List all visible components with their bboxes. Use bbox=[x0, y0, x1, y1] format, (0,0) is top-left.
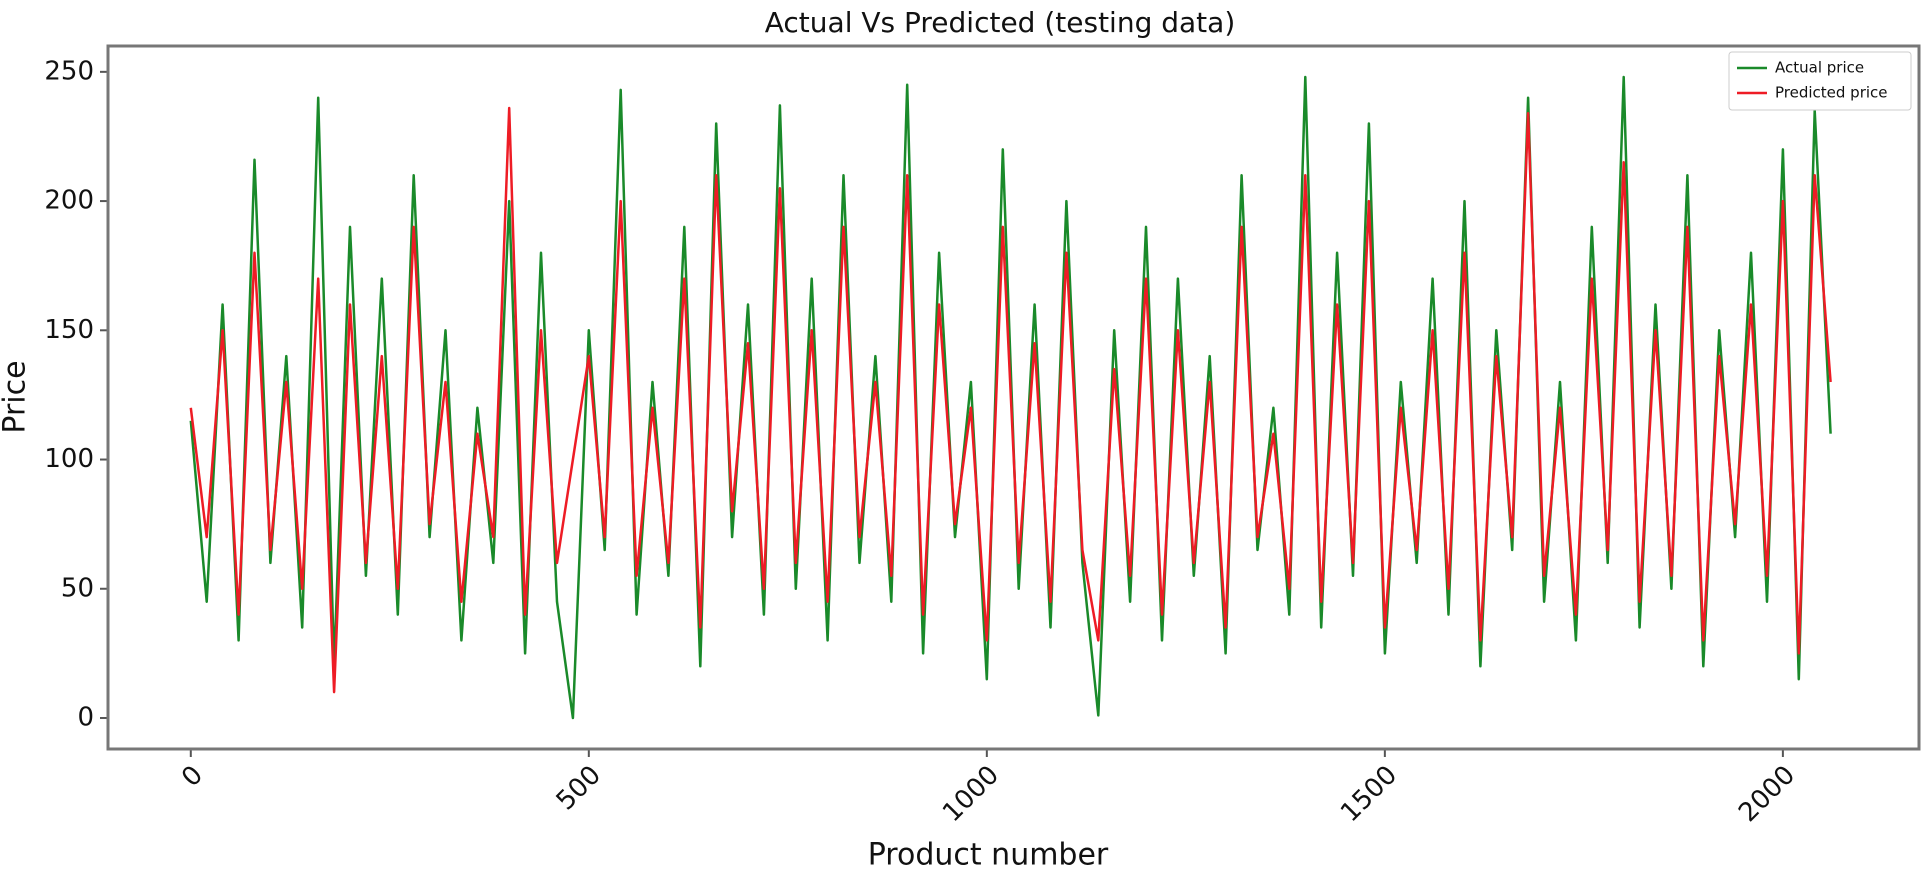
y-tick-label: 250 bbox=[44, 56, 94, 86]
y-tick-label: 200 bbox=[44, 186, 94, 216]
y-tick-label: 100 bbox=[44, 444, 94, 474]
chart-title: Actual Vs Predicted (testing data) bbox=[765, 6, 1236, 39]
x-tick-label: 0 bbox=[176, 760, 209, 793]
x-tick-label: 500 bbox=[551, 760, 607, 816]
legend-label: Predicted price bbox=[1775, 84, 1888, 102]
y-axis-label: Price bbox=[0, 360, 33, 433]
y-tick-label: 50 bbox=[61, 573, 94, 603]
series-line bbox=[189, 106, 1832, 694]
x-tick-label: 1500 bbox=[1335, 760, 1403, 828]
y-tick-label: 150 bbox=[44, 315, 94, 345]
legend-label: Actual price bbox=[1775, 59, 1864, 77]
legend-box bbox=[1728, 51, 1912, 111]
x-tick-label: 1000 bbox=[937, 760, 1005, 828]
plot-frame bbox=[106, 44, 1921, 751]
x-tick-label: 2000 bbox=[1733, 760, 1801, 828]
x-axis-label: Product number bbox=[868, 838, 1109, 872]
y-tick-label: 0 bbox=[77, 702, 94, 732]
